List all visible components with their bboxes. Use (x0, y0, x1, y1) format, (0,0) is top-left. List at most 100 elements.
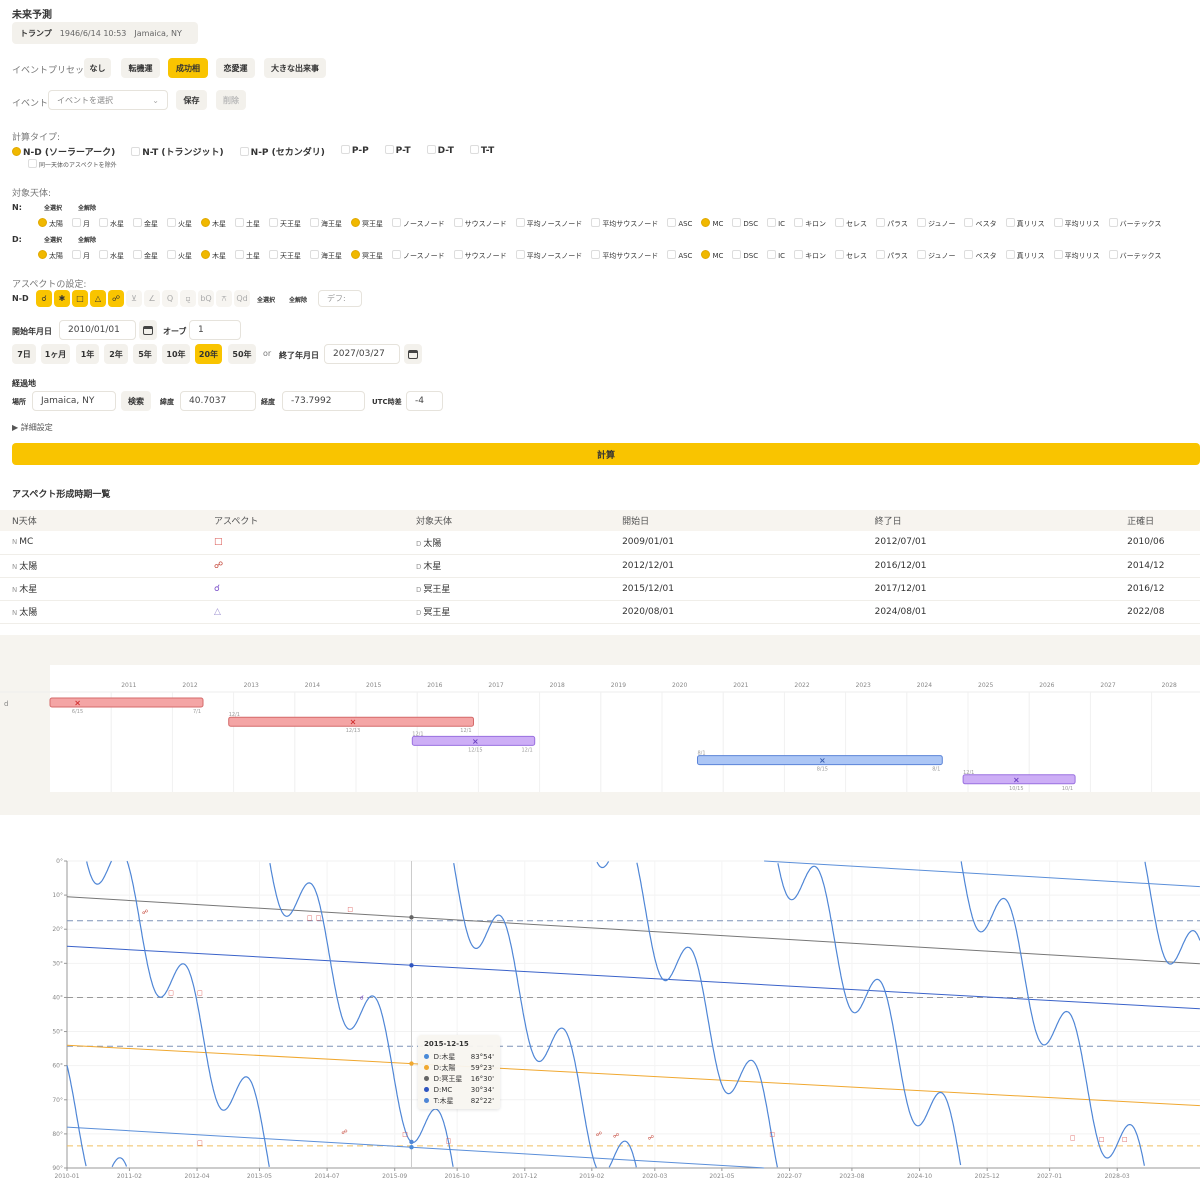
body-checkbox[interactable]: 平均サウスノード (591, 250, 658, 261)
aspect-toggle[interactable]: Qd (234, 290, 250, 307)
bodies-select-all[interactable]: 全選択 (44, 205, 63, 212)
calc-type-checkbox[interactable]: P-P (340, 145, 369, 158)
default-orb-input[interactable]: デフ: (318, 290, 362, 307)
body-checkbox[interactable]: セレス (835, 250, 867, 261)
table-row[interactable]: N 木星 ☌ D 冥王星 2015/12/01 2017/12/01 2016/12 (0, 577, 1200, 601)
body-checkbox[interactable]: 木星 (201, 218, 226, 229)
body-checkbox[interactable]: 火星 (167, 250, 192, 261)
aspect-toggle[interactable]: ☌ (36, 290, 52, 307)
aspect-toggle[interactable]: □ (72, 290, 88, 307)
aspect-toggle[interactable]: Q (162, 290, 178, 307)
body-checkbox[interactable]: サウスノード (453, 218, 507, 229)
body-checkbox[interactable]: 海王星 (310, 218, 342, 229)
calc-type-checkbox[interactable]: D-T (426, 145, 454, 158)
orb-input[interactable]: 1 (189, 320, 241, 340)
body-checkbox[interactable]: ベスタ (964, 250, 997, 261)
body-checkbox[interactable]: DSC (732, 218, 758, 229)
place-input[interactable]: Jamaica, NY (32, 391, 116, 411)
body-checkbox[interactable]: キロン (794, 250, 826, 261)
body-checkbox[interactable]: パラス (876, 250, 908, 261)
details-toggle[interactable]: ▶ 詳細設定 (12, 423, 53, 432)
body-checkbox[interactable]: MC (701, 250, 723, 261)
calc-type-checkbox[interactable]: N-T (トランジット) (131, 145, 224, 158)
body-checkbox[interactable]: 平均リリス (1053, 218, 1100, 229)
calc-type-checkbox[interactable]: P-T (384, 145, 411, 158)
lon-input[interactable]: -73.7992 (282, 391, 365, 411)
body-checkbox[interactable]: 木星 (201, 250, 226, 261)
body-checkbox[interactable]: サウスノード (453, 250, 507, 261)
start-date-input[interactable]: 2010/01/01 (59, 320, 136, 340)
aspect-toggle[interactable]: ⚻ (216, 290, 232, 307)
preset-button[interactable]: 成功相 (168, 58, 208, 78)
body-checkbox[interactable]: 真リリス (1005, 218, 1045, 229)
aspect-toggle[interactable]: ∠ (144, 290, 160, 307)
body-checkbox[interactable]: ジュノー (916, 218, 955, 229)
body-checkbox[interactable]: IC (767, 250, 785, 261)
end-calendar-icon[interactable] (404, 344, 422, 364)
aspect-toggle[interactable]: ☍ (108, 290, 124, 307)
body-checkbox[interactable]: ジュノー (916, 250, 955, 261)
event-select[interactable]: イベントを選択 ⌄ (48, 90, 168, 110)
body-checkbox[interactable]: DSC (732, 250, 758, 261)
body-checkbox[interactable]: 平均ノースノード (515, 218, 582, 229)
body-checkbox[interactable]: 金星 (133, 218, 158, 229)
body-checkbox[interactable]: 土星 (235, 218, 260, 229)
body-checkbox[interactable]: 真リリス (1005, 250, 1045, 261)
body-checkbox[interactable]: 太陽 (38, 218, 63, 229)
body-checkbox[interactable]: 天王星 (269, 218, 301, 229)
aspect-toggle[interactable]: ✱ (54, 290, 70, 307)
calculate-button[interactable]: 計算 (12, 443, 1200, 465)
body-checkbox[interactable]: 月 (72, 250, 90, 261)
aspect-toggle[interactable]: ⊻ (126, 290, 142, 307)
period-button[interactable]: 7日 (12, 344, 36, 364)
period-button[interactable]: 1ヶ月 (41, 344, 70, 364)
preset-button[interactable]: なし (84, 58, 111, 78)
body-checkbox[interactable]: パラス (876, 218, 908, 229)
aspect-toggle[interactable]: △ (90, 290, 106, 307)
aspect-toggle[interactable]: bQ (198, 290, 214, 307)
body-checkbox[interactable]: ASC (667, 250, 692, 261)
body-checkbox[interactable]: 平均サウスノード (591, 218, 658, 229)
body-checkbox[interactable]: MC (701, 218, 723, 229)
body-checkbox[interactable]: ASC (667, 218, 692, 229)
body-checkbox[interactable]: ベスタ (964, 218, 997, 229)
body-checkbox[interactable]: 平均リリス (1053, 250, 1100, 261)
bodies-clear-all[interactable]: 全解除 (78, 205, 97, 212)
aspect-toggle[interactable]: ⚼ (180, 290, 196, 307)
body-checkbox[interactable]: 海王星 (310, 250, 342, 261)
aspects-select-all[interactable]: 全選択 (257, 297, 276, 304)
preset-button[interactable]: 恋愛運 (216, 58, 255, 78)
table-row[interactable]: N 太陽 △ D 冥王星 2020/08/01 2024/08/01 2022/08 (0, 600, 1200, 624)
body-checkbox[interactable]: 太陽 (38, 250, 63, 261)
start-calendar-icon[interactable] (139, 320, 157, 340)
period-button[interactable]: 1年 (76, 344, 99, 364)
body-checkbox[interactable]: 水星 (99, 218, 124, 229)
profile-card[interactable]: トランプ 1946/6/14 10:53 Jamaica, NY (12, 22, 198, 44)
body-checkbox[interactable]: 平均ノースノード (515, 250, 582, 261)
body-checkbox[interactable]: 月 (72, 218, 90, 229)
period-button[interactable]: 2年 (104, 344, 128, 364)
utc-input[interactable]: -4 (406, 391, 443, 411)
period-button[interactable]: 50年 (228, 344, 256, 364)
body-checkbox[interactable]: 水星 (99, 250, 124, 261)
bodies-clear-all[interactable]: 全解除 (78, 237, 97, 244)
body-checkbox[interactable]: 金星 (133, 250, 158, 261)
lat-input[interactable]: 40.7037 (180, 391, 256, 411)
calc-type-checkbox[interactable]: N-D (ソーラーアーク) (12, 145, 115, 158)
preset-button[interactable]: 転機運 (121, 58, 160, 78)
table-row[interactable]: N 太陽 ☍ D 木星 2012/12/01 2016/12/01 2014/12 (0, 554, 1200, 578)
body-checkbox[interactable]: 冥王星 (351, 250, 383, 261)
aspects-clear-all[interactable]: 全解除 (289, 297, 308, 304)
period-button[interactable]: 20年 (195, 344, 222, 364)
body-checkbox[interactable]: 冥王星 (351, 218, 383, 229)
period-button[interactable]: 5年 (133, 344, 157, 364)
search-button[interactable]: 検索 (121, 391, 151, 411)
exclude-same-checkbox[interactable]: 同一天体のアスペクトを除外 (28, 159, 117, 169)
bodies-select-all[interactable]: 全選択 (44, 237, 63, 244)
body-checkbox[interactable]: セレス (835, 218, 867, 229)
body-checkbox[interactable]: 土星 (235, 250, 260, 261)
save-button[interactable]: 保存 (176, 90, 207, 110)
body-checkbox[interactable]: 火星 (167, 218, 192, 229)
preset-button[interactable]: 大きな出来事 (264, 58, 326, 78)
body-checkbox[interactable]: 天王星 (269, 250, 301, 261)
